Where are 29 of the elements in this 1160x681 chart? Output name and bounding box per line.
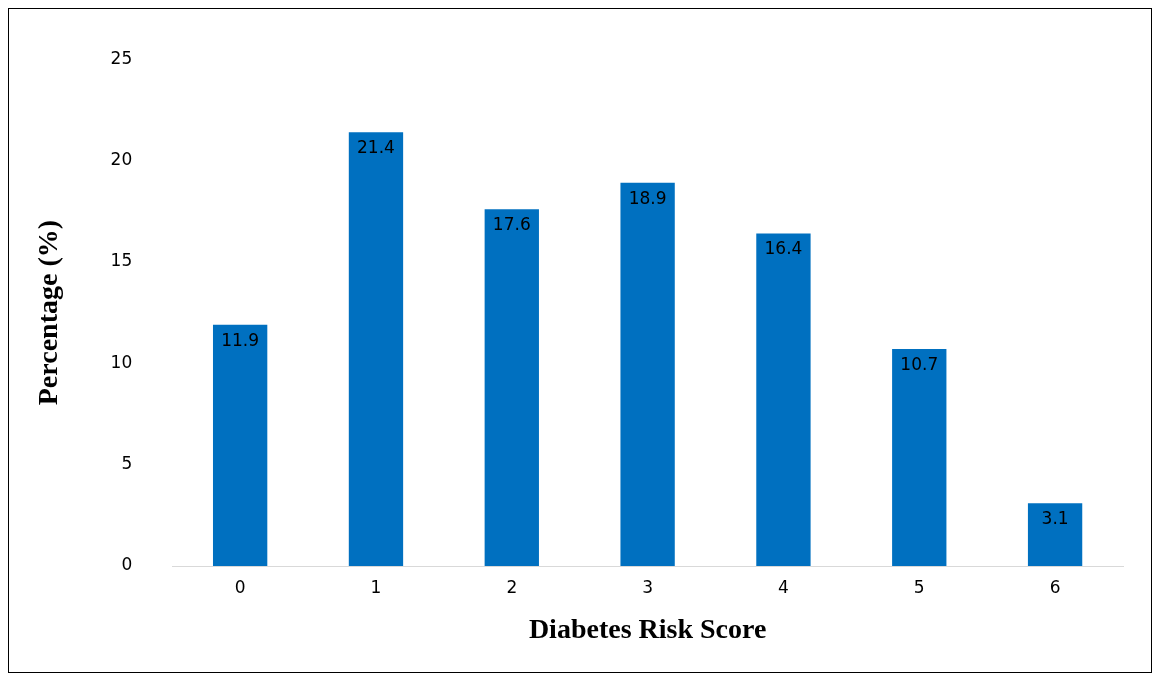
data-label: 11.9 (221, 329, 260, 350)
bar (484, 209, 539, 566)
data-label: 21.4 (357, 137, 395, 158)
data-label: 10.7 (900, 354, 939, 375)
bar (620, 182, 675, 566)
data-label: 17.6 (492, 214, 531, 235)
bar (348, 132, 404, 566)
y-tick-label: 15 (110, 250, 133, 271)
y-tick-label: 25 (110, 47, 133, 68)
y-axis-title: Percentage (%) (32, 219, 64, 406)
data-label: 18.9 (628, 187, 667, 208)
x-tick-label: 1 (370, 576, 382, 597)
bar (212, 324, 268, 566)
bar (892, 349, 947, 566)
x-tick-label: 3 (642, 576, 654, 597)
y-tick-label: 10 (110, 351, 133, 372)
x-tick-label: 5 (913, 576, 925, 597)
x-tick-label: 4 (778, 576, 789, 597)
data-label: 3.1 (1041, 508, 1069, 529)
x-axis-title: Diabetes Risk Score (528, 613, 767, 645)
x-tick-label: 6 (1049, 576, 1061, 597)
x-tick-label: 2 (506, 576, 518, 597)
bar (1027, 503, 1083, 566)
y-tick-label: 20 (110, 148, 133, 169)
bar (756, 233, 811, 566)
y-tick-label: 5 (121, 453, 133, 474)
data-label: 16.4 (764, 238, 803, 259)
x-tick-label: 0 (234, 576, 246, 597)
y-tick-label: 0 (121, 554, 133, 575)
